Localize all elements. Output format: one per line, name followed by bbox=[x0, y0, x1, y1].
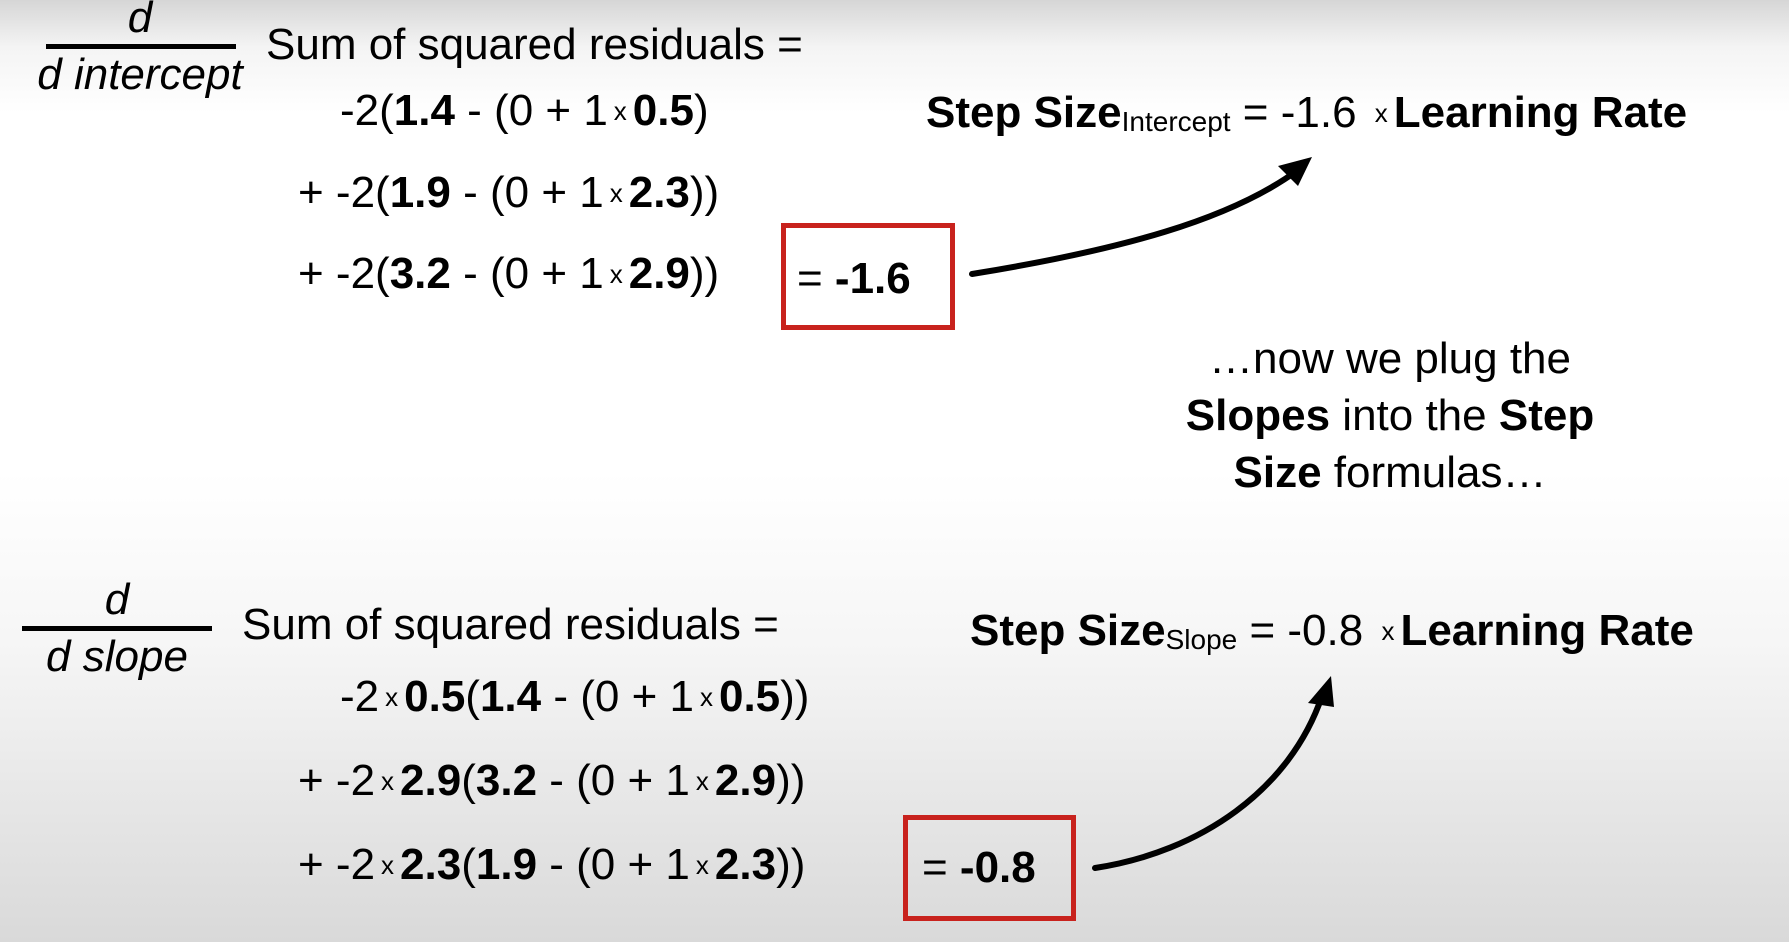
intercept-arrow-head-icon bbox=[1278, 157, 1312, 186]
intercept-line-3: + -2(3.2 - (0 + 1 x 2.9)) bbox=[298, 249, 720, 298]
slope-derivative-fraction: d d slope bbox=[22, 576, 212, 681]
slope-line-1: -2 x 0.5(1.4 - (0 + 1 x 0.5)) bbox=[340, 672, 810, 721]
intercept-line-1: -2(1.4 - (0 + 1 x 0.5) bbox=[340, 86, 709, 135]
caption-line-1: …now we plug the bbox=[1209, 334, 1571, 383]
intercept-derivative-fraction: d d intercept bbox=[22, 0, 258, 99]
intercept-derivative-numerator: d bbox=[127, 0, 153, 42]
intercept-line-2: + -2(1.9 - (0 + 1 x 2.3)) bbox=[298, 168, 720, 217]
slope-step-size-formula: Step SizeSlope = -0.8 x Learning Rate bbox=[970, 606, 1694, 655]
intercept-derivative-denominator: d intercept bbox=[37, 50, 243, 99]
slope-line-3: + -2 x 2.3(1.9 - (0 + 1 x 2.3)) bbox=[298, 840, 806, 889]
slope-fraction-bar bbox=[22, 626, 212, 631]
slope-result-box bbox=[903, 815, 1076, 921]
slope-derivative-numerator: d bbox=[104, 575, 130, 624]
intercept-arrow-curve bbox=[969, 167, 1301, 277]
intercept-result: = -1.6 bbox=[797, 254, 911, 303]
intercept-result-box bbox=[781, 223, 955, 330]
intercept-heading: Sum of squared residuals = bbox=[266, 20, 803, 69]
caption-line-3: Size formulas… bbox=[1233, 448, 1547, 497]
slope-heading: Sum of squared residuals = bbox=[242, 600, 779, 649]
slope-arrow-head-icon bbox=[1308, 676, 1334, 707]
intercept-fraction-bar bbox=[46, 44, 236, 49]
intercept-step-size-formula: Step SizeIntercept = -1.6 x Learning Rate bbox=[926, 88, 1688, 137]
slope-arrow-curve bbox=[1092, 693, 1325, 871]
slope-derivative-denominator: d slope bbox=[46, 632, 188, 681]
caption-text: …now we plug the Slopes into the Step Si… bbox=[1110, 330, 1670, 501]
slope-line-2: + -2 x 2.9(3.2 - (0 + 1 x 2.9)) bbox=[298, 756, 806, 805]
caption-line-2: Slopes into the Step bbox=[1185, 391, 1595, 440]
slope-result: = -0.8 bbox=[922, 843, 1036, 892]
